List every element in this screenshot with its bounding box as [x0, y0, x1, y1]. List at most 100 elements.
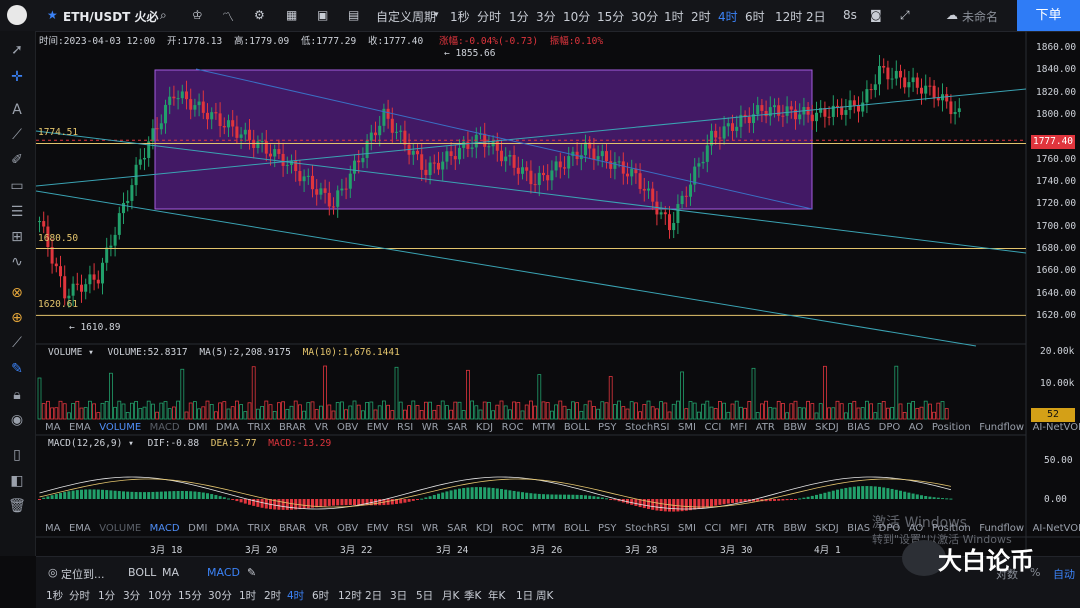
volume-title[interactable]: VOLUME: [48, 347, 83, 358]
macd-tab-ao[interactable]: AO: [908, 523, 924, 534]
calendar-icon[interactable]: ▤: [348, 8, 360, 22]
bottom-interval-1[interactable]: 分时: [69, 590, 90, 602]
volume-tab-position[interactable]: Position: [931, 422, 971, 433]
interval-12[interactable]: 2日: [806, 10, 826, 24]
volume-tab-vr[interactable]: VR: [314, 422, 329, 433]
volume-tab-ai-netvol[interactable]: AI-NetVOL: [1032, 422, 1080, 433]
macd-tab-smi[interactable]: SMI: [678, 523, 696, 534]
macd-tab-bbw[interactable]: BBW: [783, 523, 807, 534]
volume-tab-skdj[interactable]: SKDJ: [815, 422, 839, 433]
layout-icon[interactable]: ▦: [286, 8, 298, 22]
macd-tab-vr[interactable]: VR: [314, 523, 329, 534]
line-icon[interactable]: ⟋: [12, 127, 22, 143]
bottom-interval-9[interactable]: 4时: [287, 590, 305, 602]
period-menu[interactable]: 自定义周期: [376, 10, 437, 24]
volume-tab-boll[interactable]: BOLL: [563, 422, 590, 433]
auto-scale-toggle[interactable]: 自动: [1053, 568, 1075, 581]
interval-8[interactable]: 2时: [691, 10, 711, 24]
log-scale-toggle[interactable]: 对数: [996, 568, 1018, 581]
bottom-interval-8[interactable]: 2时: [264, 590, 282, 602]
macd-tab-cci[interactable]: CCI: [704, 523, 722, 534]
interval-3[interactable]: 3分: [536, 10, 556, 24]
macd-tab-ai-netvol[interactable]: AI-NetVOL: [1032, 523, 1080, 534]
bottom-interval-10[interactable]: 6时: [312, 590, 330, 602]
bottom-interval-6[interactable]: 30分: [208, 590, 232, 602]
volume-tab-psy[interactable]: PSY: [598, 422, 617, 433]
bottom-interval-4[interactable]: 10分: [148, 590, 172, 602]
macd-tab-sar[interactable]: SAR: [447, 523, 468, 534]
volume-tab-fundflow[interactable]: Fundflow: [979, 422, 1025, 433]
extra-setting[interactable]: 8s: [843, 8, 857, 22]
interval-10[interactable]: 6时: [745, 10, 765, 24]
magnet-icon[interactable]: ⊗: [11, 285, 23, 301]
volume-tab-stochrsi[interactable]: StochRSI: [625, 422, 670, 433]
interval-5[interactable]: 15分: [597, 10, 625, 24]
order-button[interactable]: 下单: [1017, 0, 1080, 31]
bottom-interval-17[interactable]: 年K: [488, 590, 506, 602]
camera-icon[interactable]: ◙: [870, 8, 882, 22]
settings-icon[interactable]: ⚙: [254, 8, 265, 22]
ma-toggle[interactable]: MA: [162, 566, 180, 579]
macd-chevron-icon[interactable]: ▾: [128, 438, 134, 449]
magnet-strong-icon[interactable]: ⊕: [11, 310, 23, 326]
volume-tab-dmi[interactable]: DMI: [188, 422, 208, 433]
layers-icon[interactable]: ◧: [10, 473, 24, 489]
bookmark-icon[interactable]: ▯: [13, 447, 21, 463]
volume-tab-ao[interactable]: AO: [908, 422, 924, 433]
bottom-interval-3[interactable]: 3分: [123, 590, 141, 602]
interval-1[interactable]: 分时: [477, 10, 502, 24]
macd-title[interactable]: MACD(12,26,9): [48, 438, 123, 449]
eye-icon[interactable]: ◉: [10, 412, 24, 428]
interval-6[interactable]: 30分: [631, 10, 659, 24]
macd-tab-skdj[interactable]: SKDJ: [815, 523, 839, 534]
wave-icon[interactable]: ∿: [11, 254, 23, 270]
volume-tab-ema[interactable]: EMA: [68, 422, 91, 433]
volume-tab-brar[interactable]: BRAR: [278, 422, 307, 433]
macd-tab-brar[interactable]: BRAR: [278, 523, 307, 534]
volume-tab-smi[interactable]: SMI: [678, 422, 696, 433]
percent-toggle[interactable]: %: [1030, 566, 1041, 579]
macd-tab-volume[interactable]: VOLUME: [99, 523, 142, 534]
lock-icon[interactable]: 🔒︎: [13, 387, 21, 403]
grid-icon[interactable]: ⊞: [11, 229, 23, 245]
star-icon[interactable]: ★: [47, 8, 58, 22]
macd-tab-mfi[interactable]: MFI: [729, 523, 748, 534]
volume-tab-roc[interactable]: ROC: [501, 422, 524, 433]
macd-tab-dma[interactable]: DMA: [215, 523, 240, 534]
interval-11[interactable]: 12时: [775, 10, 803, 24]
bottom-interval-16[interactable]: 季K: [464, 590, 482, 602]
volume-tab-volume[interactable]: VOLUME: [99, 422, 142, 433]
macd-tab-kdj[interactable]: KDJ: [475, 523, 494, 534]
macd-tab-ma[interactable]: MA: [45, 523, 61, 534]
channel-icon[interactable]: ☰: [10, 204, 24, 220]
bottom-interval-7[interactable]: 1时: [239, 590, 257, 602]
macd-tab-fundflow[interactable]: Fundflow: [979, 523, 1025, 534]
bottom-interval-19[interactable]: 周K: [536, 590, 554, 602]
period-chevron-icon[interactable]: ▾: [434, 10, 439, 20]
bottom-interval-15[interactable]: 月K: [442, 590, 460, 602]
macd-tab-rsi[interactable]: RSI: [397, 523, 414, 534]
interval-9[interactable]: 4时: [718, 10, 738, 24]
fib-icon[interactable]: ✐: [11, 152, 23, 168]
template-icon[interactable]: ▣: [317, 8, 329, 22]
macd-tab-atr[interactable]: ATR: [755, 523, 775, 534]
volume-tab-mtm[interactable]: MTM: [531, 422, 556, 433]
pen-icon[interactable]: ✎: [11, 361, 23, 377]
volume-tab-ma[interactable]: MA: [45, 422, 61, 433]
macd-tab-wr[interactable]: WR: [421, 523, 439, 534]
interval-0[interactable]: 1秒: [450, 10, 470, 24]
macd-tab-stochrsi[interactable]: StochRSI: [625, 523, 670, 534]
volume-tab-dma[interactable]: DMA: [215, 422, 240, 433]
macd-tab-obv[interactable]: OBV: [336, 523, 359, 534]
edit-icon[interactable]: ✎: [247, 566, 257, 579]
chart-type-icon[interactable]: 〽: [222, 10, 235, 24]
volume-tab-atr[interactable]: ATR: [755, 422, 775, 433]
locate-icon[interactable]: ◎: [48, 566, 58, 579]
interval-2[interactable]: 1分: [509, 10, 529, 24]
bottom-interval-13[interactable]: 3日: [390, 590, 408, 602]
macd-tab-emv[interactable]: EMV: [366, 523, 389, 534]
bottom-interval-0[interactable]: 1秒: [46, 590, 64, 602]
macd-tab-bias[interactable]: BIAS: [847, 523, 871, 534]
account-name[interactable]: 未命名: [962, 10, 999, 24]
macd-tab-dmi[interactable]: DMI: [188, 523, 208, 534]
